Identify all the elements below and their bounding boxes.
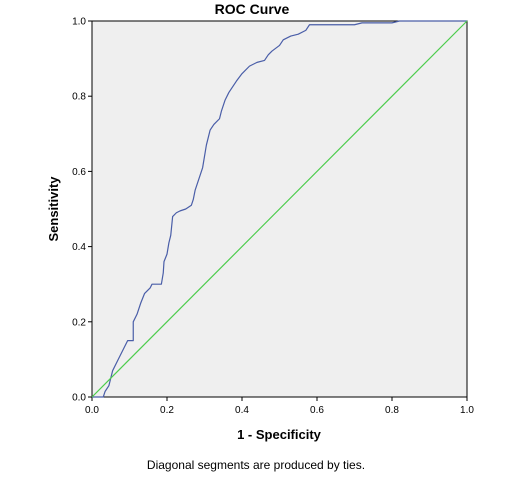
y-tick-label: 0.8 bbox=[72, 92, 86, 103]
chart-title: ROC Curve bbox=[215, 1, 290, 17]
y-tick-label: 0.6 bbox=[72, 167, 86, 178]
y-tick-label: 0.2 bbox=[72, 317, 86, 328]
x-tick-label: 0.4 bbox=[235, 405, 249, 416]
roc-curve-line bbox=[92, 20, 467, 398]
x-tick-label: 0.8 bbox=[385, 405, 399, 416]
x-tick-label: 0.6 bbox=[310, 405, 324, 416]
reference-diagonal-line bbox=[91, 20, 468, 398]
y-tick-label: 0.0 bbox=[72, 393, 86, 404]
x-tick-label: 0.0 bbox=[85, 405, 99, 416]
y-axis-title: Sensitivity bbox=[46, 176, 61, 242]
x-tick-label: 0.2 bbox=[160, 405, 174, 416]
x-axis-title: 1 - Specificity bbox=[237, 427, 322, 442]
series-layer bbox=[91, 20, 468, 398]
x-tick-label: 1.0 bbox=[460, 405, 474, 416]
y-tick-label: 1.0 bbox=[72, 17, 86, 28]
axis-ticks: 0.0 0.2 0.4 0.6 0.8 1.0 0.0 0.2 0.4 0.6 0.8 1.0 bbox=[72, 17, 474, 417]
y-tick-label: 0.4 bbox=[72, 242, 86, 253]
chart-footnote: Diagonal segments are produced by ties. bbox=[146, 458, 366, 472]
